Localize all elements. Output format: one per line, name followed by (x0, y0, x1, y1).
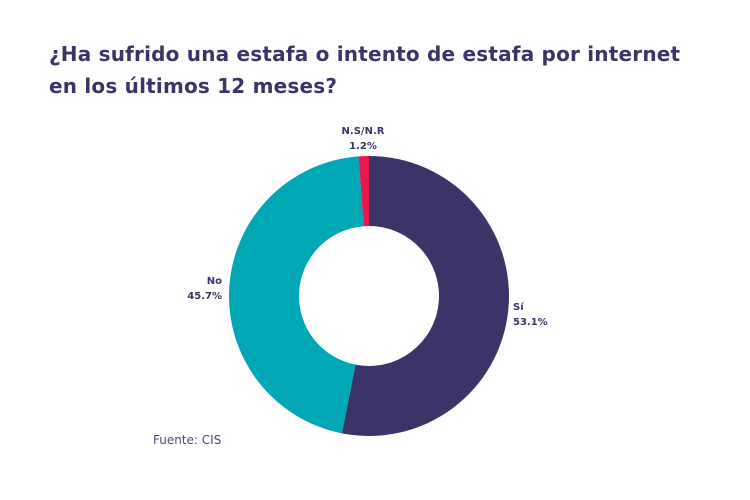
slice-value: 1.2% (349, 141, 377, 152)
slice-no (229, 156, 364, 434)
chart-title: ¿Ha sufrido una estafa o intento de esta… (49, 42, 681, 98)
slice-label: No (207, 276, 222, 287)
slice-value: 53.1% (513, 317, 548, 328)
slice-nsnr (358, 156, 369, 227)
slice-label: Sí (513, 301, 524, 313)
source-note: Fuente: CIS (153, 433, 222, 447)
slice-label: N.S/N.R (342, 126, 385, 137)
slice-value: 45.7% (187, 291, 222, 302)
slice-s (341, 156, 509, 436)
